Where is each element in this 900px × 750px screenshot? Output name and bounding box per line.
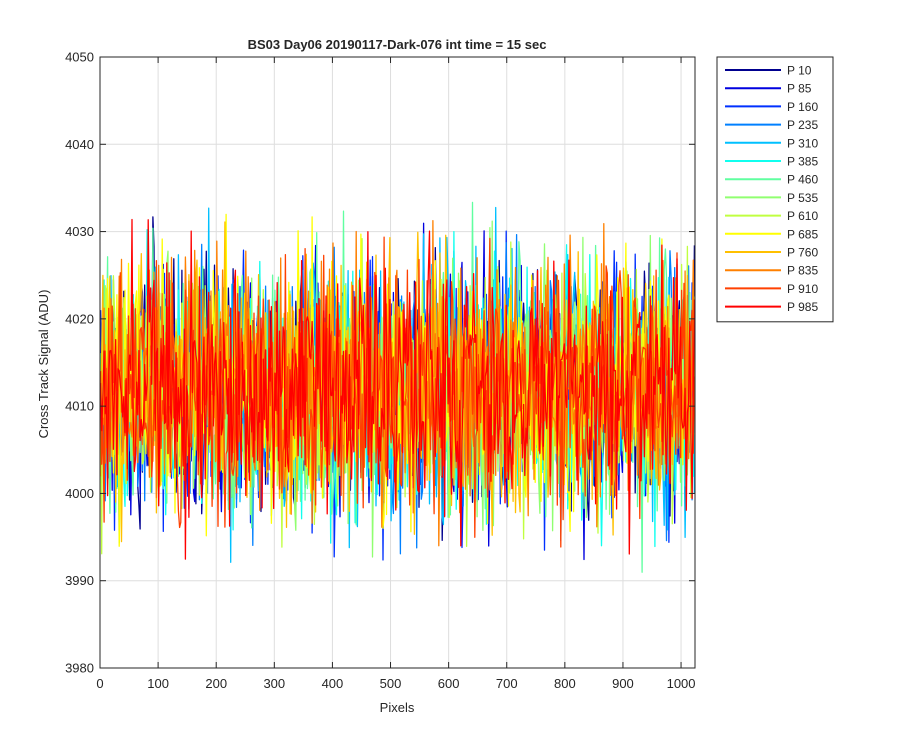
legend-label: P 985 — [787, 300, 818, 314]
x-tick-label: 800 — [554, 676, 576, 691]
y-tick-label: 3980 — [65, 661, 94, 676]
legend-label: P 910 — [787, 282, 818, 296]
y-tick-label: 4010 — [65, 399, 94, 414]
axis-ticks: 0 100 200 300 400 500 600 700 800 900 1000 3980 3990… — [65, 50, 695, 692]
legend-label: P 85 — [787, 82, 812, 96]
legend-label: P 460 — [787, 173, 818, 187]
chart-title: BS03 Day06 20190117-Dark-076 int time = … — [248, 37, 547, 52]
x-tick-label: 900 — [612, 676, 634, 691]
x-axis-label: Pixels — [380, 700, 415, 715]
x-tick-label: 200 — [205, 676, 227, 691]
x-tick-label: 600 — [438, 676, 460, 691]
x-tick-label: 0 — [96, 676, 103, 691]
y-axis-label: Cross Track Signal (ADU) — [36, 290, 51, 439]
y-tick-label: 4020 — [65, 311, 94, 326]
legend-label: P 235 — [787, 118, 818, 132]
legend-label: P 385 — [787, 155, 818, 169]
y-tick-label: 4050 — [65, 50, 94, 65]
legend-label: P 535 — [787, 191, 818, 205]
x-tick-label: 1000 — [667, 676, 696, 691]
series-lines — [99, 201, 696, 573]
legend-label: P 310 — [787, 136, 818, 150]
y-tick-label: 4000 — [65, 486, 94, 501]
legend-label: P 160 — [787, 100, 818, 114]
x-tick-label: 300 — [263, 676, 285, 691]
x-tick-label: 100 — [147, 676, 169, 691]
legend-label: P 10 — [787, 64, 812, 78]
y-tick-label: 3990 — [65, 573, 94, 588]
legend-label: P 685 — [787, 227, 818, 241]
x-tick-label: 500 — [380, 676, 402, 691]
legend-label: P 835 — [787, 264, 818, 278]
y-tick-label: 4040 — [65, 137, 94, 152]
x-tick-label: 400 — [322, 676, 344, 691]
legend-label: P 760 — [787, 246, 818, 260]
axes-box — [99, 56, 696, 669]
legend-box — [716, 56, 834, 323]
y-tick-label: 4030 — [65, 224, 94, 239]
series-line-p-985 — [99, 218, 696, 560]
legend-label: P 610 — [787, 209, 818, 223]
x-tick-label: 700 — [496, 676, 518, 691]
legend: P 10 P 85 P 160 P 235 P 310 P 385 P 460 P 535 P … — [716, 56, 834, 323]
